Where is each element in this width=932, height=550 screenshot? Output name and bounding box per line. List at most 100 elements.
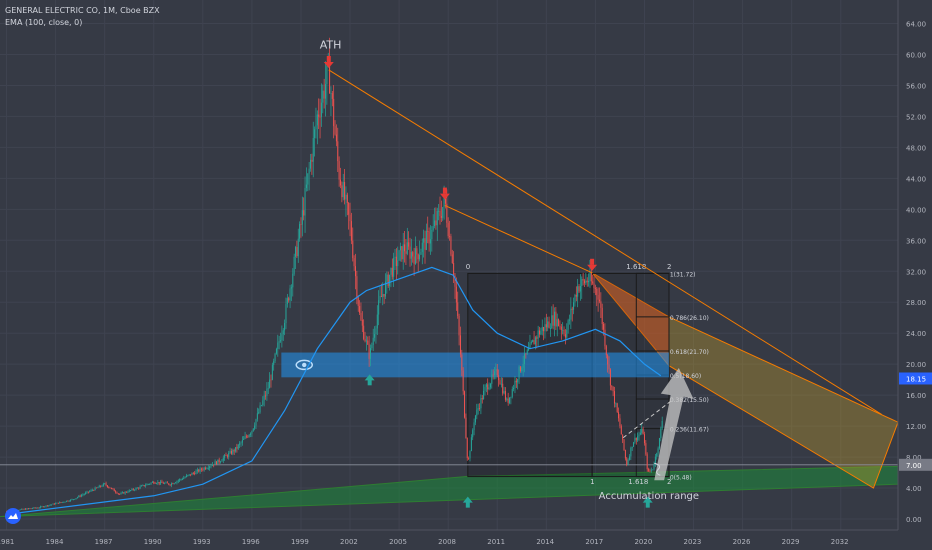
candle-body bbox=[243, 438, 245, 440]
candle-body bbox=[271, 364, 273, 380]
symbol-title[interactable]: GENERAL ELECTRIC CO, 1M, Cboe BZX bbox=[5, 6, 160, 15]
candle-body bbox=[506, 398, 508, 400]
candle-body bbox=[529, 343, 531, 349]
candle-body bbox=[49, 504, 51, 506]
candle-body bbox=[40, 506, 42, 508]
candle-body bbox=[44, 506, 46, 508]
candle-body bbox=[145, 485, 147, 487]
candle-body bbox=[170, 483, 172, 486]
candle-body bbox=[477, 408, 479, 410]
candle-body bbox=[113, 488, 115, 492]
level-price-value: 7.00 bbox=[906, 462, 922, 470]
candle-body bbox=[96, 487, 98, 489]
fib-level-label: 0.382(15.50) bbox=[670, 397, 709, 404]
sell-arrow-icon bbox=[587, 258, 598, 271]
candle-body bbox=[435, 220, 437, 226]
eye-icon[interactable] bbox=[295, 359, 313, 371]
candle-body bbox=[566, 329, 568, 338]
candle-body bbox=[386, 274, 388, 282]
y-tick-label: 36.00 bbox=[906, 237, 926, 245]
candle-body bbox=[454, 275, 456, 287]
x-axis[interactable]: 1981 1984 1987 1990 1993 1996 1999 2002 2005 2008… bbox=[0, 529, 932, 550]
x-tick-label: 2011 bbox=[487, 538, 505, 546]
candle-body bbox=[547, 321, 549, 328]
candle-body bbox=[273, 361, 275, 365]
projection-arrow-icon bbox=[654, 368, 694, 481]
candle-body bbox=[211, 464, 213, 466]
candle-body bbox=[274, 353, 276, 362]
candle-body bbox=[588, 280, 590, 283]
fib-level-label: 1(31.72) bbox=[670, 271, 696, 278]
candle-body bbox=[575, 294, 577, 297]
tradingview-logo-icon[interactable] bbox=[5, 508, 21, 524]
candle-body bbox=[166, 482, 168, 484]
candle-body bbox=[277, 342, 279, 350]
candle-body bbox=[79, 495, 81, 497]
x-tick-label: 2020 bbox=[634, 538, 652, 546]
candle-body bbox=[143, 485, 145, 487]
ath-trendline[interactable] bbox=[328, 69, 882, 415]
candle-body bbox=[549, 328, 551, 329]
candle-body bbox=[413, 256, 415, 264]
candle-body bbox=[374, 334, 376, 338]
candle-body bbox=[75, 498, 77, 499]
candle-body bbox=[459, 335, 461, 355]
candle-body bbox=[646, 454, 648, 470]
candle-body bbox=[190, 474, 192, 476]
candle-body bbox=[27, 508, 29, 510]
candle-body bbox=[130, 490, 132, 492]
candle-body bbox=[590, 272, 592, 282]
candle-body bbox=[391, 267, 393, 277]
candle-body bbox=[503, 391, 505, 394]
candle-body bbox=[288, 298, 290, 301]
candle-body bbox=[244, 436, 246, 439]
candle-body bbox=[356, 276, 358, 298]
candle-body bbox=[361, 320, 363, 326]
candle-body bbox=[260, 405, 262, 407]
candle-body bbox=[598, 299, 600, 302]
candle-body bbox=[397, 260, 399, 267]
candle-body bbox=[74, 498, 76, 500]
candle-body bbox=[342, 182, 344, 198]
candle-body bbox=[375, 328, 377, 335]
candle-body bbox=[554, 311, 556, 326]
candle-body bbox=[525, 353, 527, 355]
y-axis[interactable]: -4.000.004.008.0012.0016.0020.0024.0028.… bbox=[897, 0, 932, 550]
candle-body bbox=[657, 448, 659, 454]
candle-body bbox=[653, 464, 655, 470]
candle-body bbox=[449, 236, 451, 237]
candle-body bbox=[151, 481, 153, 483]
x-tick-label: 1996 bbox=[242, 538, 260, 546]
candle-body bbox=[352, 240, 354, 259]
candle-body bbox=[154, 483, 156, 484]
candle-body bbox=[510, 396, 512, 398]
candle-body bbox=[539, 330, 541, 335]
sell-arrow-icon bbox=[439, 187, 450, 200]
candle-body bbox=[511, 389, 513, 397]
candle-body bbox=[419, 254, 421, 260]
candle-body bbox=[265, 395, 267, 397]
x-tick-label: 1993 bbox=[193, 538, 211, 546]
y-tick-label: 12.00 bbox=[906, 423, 926, 431]
candle-body bbox=[48, 505, 50, 507]
candle-body bbox=[30, 508, 32, 510]
candle-body bbox=[455, 286, 457, 303]
candle-body bbox=[169, 484, 171, 486]
candle-body bbox=[19, 509, 21, 511]
secondary-trendline[interactable] bbox=[444, 204, 593, 274]
candle-body bbox=[275, 349, 277, 354]
candle-body bbox=[81, 495, 83, 497]
candle-body bbox=[87, 491, 89, 493]
candle-body bbox=[230, 451, 232, 454]
candle-body bbox=[661, 420, 663, 429]
candle-body bbox=[250, 433, 252, 435]
ema-indicator-label[interactable]: EMA (100, close, 0) bbox=[5, 18, 83, 27]
candle-body bbox=[330, 93, 332, 95]
candle-body bbox=[457, 302, 459, 316]
candle-body bbox=[226, 455, 228, 457]
candle-body bbox=[571, 308, 573, 310]
candle-body bbox=[173, 483, 175, 484]
candle-body bbox=[563, 329, 565, 335]
candle-body bbox=[311, 159, 313, 162]
